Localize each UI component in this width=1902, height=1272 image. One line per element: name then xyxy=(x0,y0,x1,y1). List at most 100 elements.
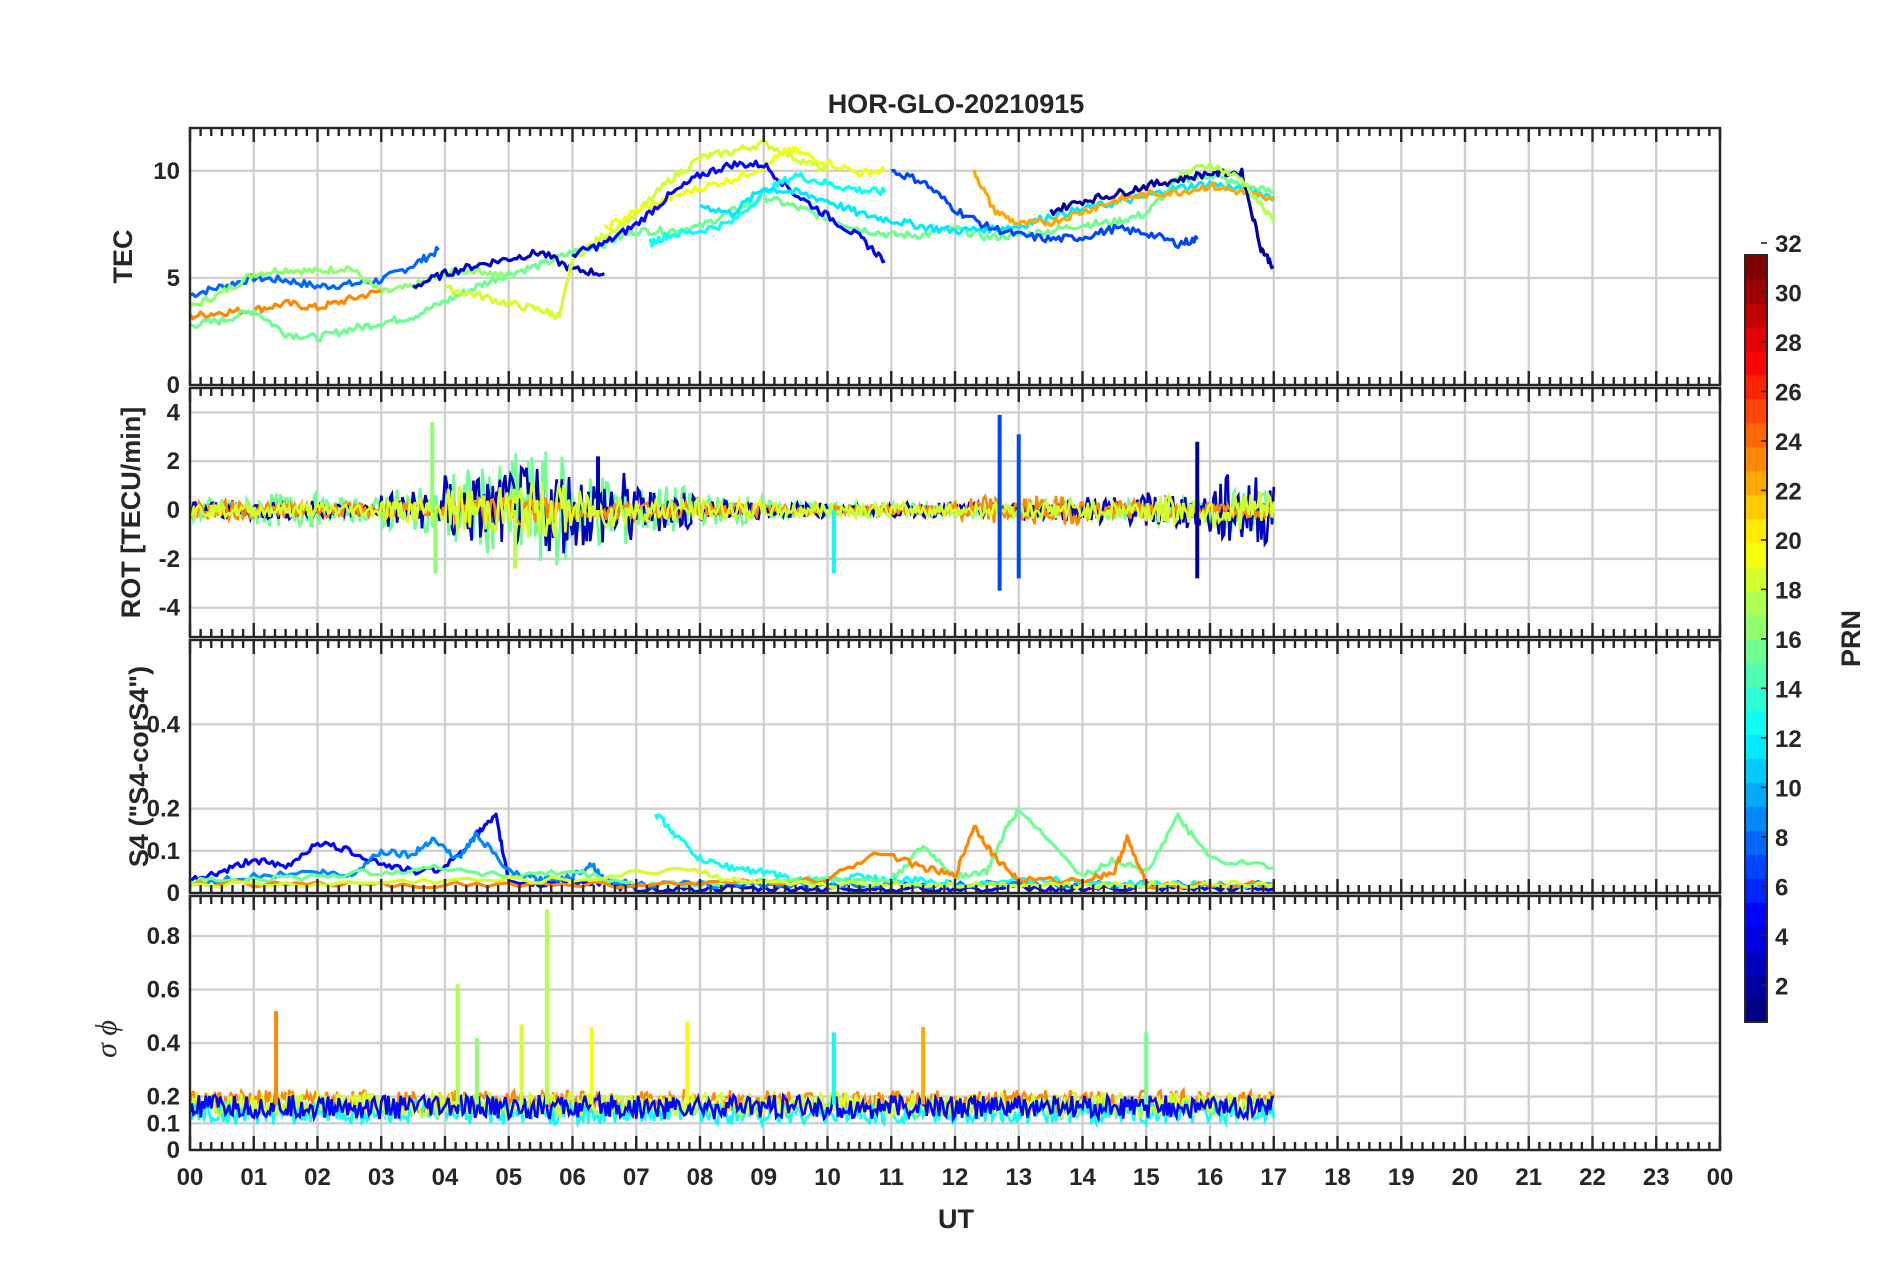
series-line-prn-7 xyxy=(890,168,1199,250)
x-tick-label: 07 xyxy=(623,1164,650,1191)
colorbar-tick-label: 30 xyxy=(1775,280,1802,307)
colorbar-swatch xyxy=(1745,374,1767,400)
plot-frame xyxy=(188,894,1722,1152)
colorbar-swatch xyxy=(1745,255,1767,280)
series-line-prn-8 xyxy=(190,245,440,299)
colorbar-tick-label: 4 xyxy=(1775,924,1789,951)
colorbar-tick-label: 10 xyxy=(1775,775,1802,802)
colorbar-swatch xyxy=(1745,350,1767,376)
y-axis-label: ROT [TECU/min] xyxy=(116,407,146,618)
panel-1: 0 5 10 TEC xyxy=(108,126,1722,399)
panel-2: -4 -2 0 2 4 ROT [TECU/min] xyxy=(116,386,1722,639)
y-axis-label: σ ϕ xyxy=(90,1020,123,1058)
x-tick-label: 05 xyxy=(495,1164,522,1191)
y-tick-label: 0 xyxy=(167,1137,180,1164)
colorbar-swatch xyxy=(1745,926,1767,951)
x-tick-label: 04 xyxy=(432,1164,459,1191)
x-tick-label: 16 xyxy=(1197,1164,1224,1191)
plot-frame xyxy=(188,126,1722,387)
colorbar-tick-label: 22 xyxy=(1775,478,1802,505)
colorbar-tick-label: 14 xyxy=(1775,676,1802,703)
y-tick-label: 0.6 xyxy=(147,977,180,1004)
series-line-prn-5 xyxy=(571,159,886,264)
colorbar-swatch xyxy=(1745,422,1767,448)
y-tick-label: 10 xyxy=(153,158,180,185)
colorbar-swatch xyxy=(1745,566,1767,592)
colorbar-swatch xyxy=(1745,902,1767,927)
colorbar-tick-label: 16 xyxy=(1775,627,1802,654)
series-line-prn-23 xyxy=(972,169,1276,228)
colorbar-swatch xyxy=(1745,878,1767,903)
series-group xyxy=(190,138,1276,343)
series-line-prn-18 xyxy=(1177,162,1276,223)
colorbar-swatch xyxy=(1745,758,1767,783)
y-tick-label: -2 xyxy=(159,546,180,573)
x-tick-label: 03 xyxy=(368,1164,395,1191)
y-tick-labels: 00.10.2 0.4 0.6 0.8 xyxy=(147,923,181,1164)
y-tick-label: 0.2 xyxy=(147,1084,180,1111)
colorbar-swatch xyxy=(1745,614,1767,640)
series-line-prn-19 xyxy=(190,480,1276,539)
colorbar-swatch xyxy=(1745,302,1767,328)
y-axis-label: S4 ("S4-corS4") xyxy=(124,666,154,867)
colorbar-swatch xyxy=(1745,734,1767,759)
colorbar-swatch xyxy=(1745,542,1767,568)
y-tick-label: 0.8 xyxy=(147,923,180,950)
colorbar-swatch xyxy=(1745,278,1767,304)
colorbar-swatch xyxy=(1745,398,1767,424)
colorbar-tick-label: 8 xyxy=(1775,825,1788,852)
x-tick-label: 15 xyxy=(1133,1164,1160,1191)
x-tick-label: 21 xyxy=(1515,1164,1542,1191)
y-axis-label: TEC xyxy=(108,230,138,284)
series-line-prn-16 xyxy=(190,172,1274,343)
colorbar-swatch xyxy=(1745,518,1767,544)
colorbar-tick-label: 12 xyxy=(1775,726,1802,753)
colorbar-tick-label: 18 xyxy=(1775,577,1802,604)
x-tick-label: 11 xyxy=(879,1164,904,1191)
x-tick-label: 14 xyxy=(1069,1164,1096,1191)
colorbar-swatch xyxy=(1745,446,1767,472)
x-tick-label: 12 xyxy=(942,1164,969,1191)
series-group xyxy=(190,414,1276,591)
y-tick-labels: -4 -2 0 2 4 xyxy=(159,399,181,621)
y-tick-label: 0 xyxy=(167,372,180,399)
panel-3: 0 0.1 0.2 0.4S4 ("S4-corS4") xyxy=(124,638,1722,907)
colorbar-swatch xyxy=(1745,326,1767,352)
series-line-prn-5 xyxy=(190,1090,1275,1124)
x-tick-label: 06 xyxy=(559,1164,586,1191)
y-tick-label: 0.4 xyxy=(147,1030,181,1057)
y-tick-label: 0.1 xyxy=(147,1110,180,1137)
y-tick-label: 0.1 xyxy=(147,838,180,865)
y-tick-label: -4 xyxy=(159,595,181,622)
y-tick-label: 5 xyxy=(167,265,180,292)
x-tick-label: 00 xyxy=(177,1164,204,1191)
x-axis-label: UT xyxy=(938,1204,974,1234)
y-tick-labels: 0 0.1 0.2 0.4 xyxy=(147,711,181,907)
series-group xyxy=(190,909,1276,1130)
colorbar-swatch xyxy=(1745,782,1767,807)
x-tick-label: 09 xyxy=(750,1164,777,1191)
x-tick-label: 01 xyxy=(240,1164,267,1191)
chart-title: HOR-GLO-20210915 xyxy=(828,89,1085,119)
plot-frame xyxy=(188,386,1722,639)
colorbar-swatch xyxy=(1745,950,1767,975)
x-tick-labels: 00 01 02 03 04 05 06 07 08 09 10 11 12 13 14 15 16 17 18 19… xyxy=(177,1164,1734,1191)
y-tick-label: 4 xyxy=(167,399,181,426)
y-tick-label: 0 xyxy=(167,880,180,907)
x-tick-label: 20 xyxy=(1452,1164,1479,1191)
panel-4: 00.10.2 0.4 0.6 0.8 σ ϕ xyxy=(90,894,1722,1164)
y-tick-label: 0.4 xyxy=(147,711,181,738)
y-tick-label: 0.2 xyxy=(147,796,180,823)
x-tick-label: 13 xyxy=(1005,1164,1032,1191)
colorbar-tick-label: 28 xyxy=(1775,330,1802,357)
colorbar-tick-label: 32 xyxy=(1775,231,1802,258)
colorbar-swatch xyxy=(1745,494,1767,520)
x-tick-label: 19 xyxy=(1388,1164,1415,1191)
x-tick-label: 10 xyxy=(814,1164,841,1191)
series-line-prn-20 xyxy=(603,145,887,232)
colorbar-swatch xyxy=(1745,710,1767,735)
x-tick-label: 00 xyxy=(1707,1164,1734,1191)
colorbar-tick-label: 2 xyxy=(1775,973,1788,1000)
